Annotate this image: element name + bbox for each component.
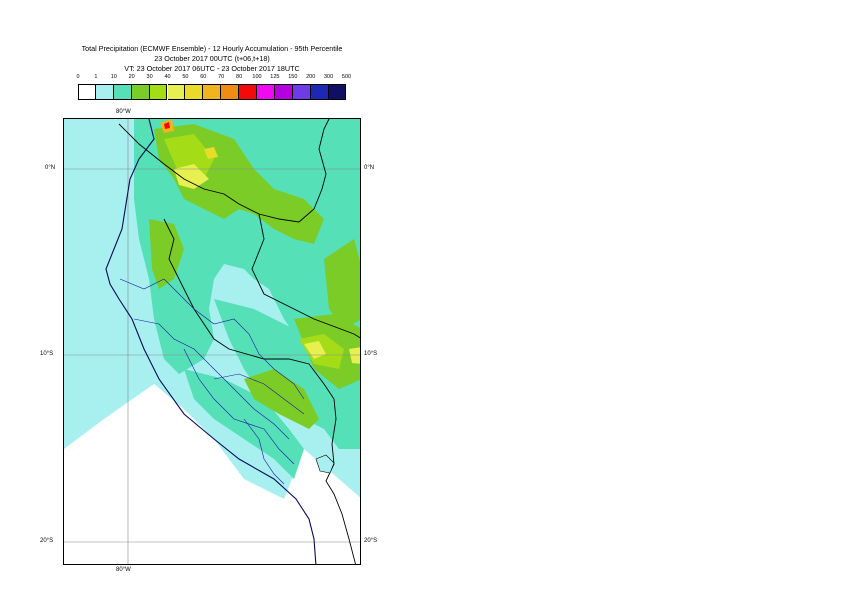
very-heavy-rain-1	[164, 134, 214, 179]
legend-threshold-label: 125	[270, 74, 280, 80]
border-amazon	[251, 213, 360, 339]
chart-title: Total Precipitation (ECMWF Ensemble) - 1…	[81, 44, 343, 53]
lat-label-right-20s: 20°S	[364, 538, 378, 544]
legend-color-swatch	[221, 84, 240, 100]
lat-label-right-0n: 0°N	[364, 165, 375, 171]
department-border-1	[119, 278, 305, 400]
border-colombia-ecuador	[118, 119, 330, 223]
legend-threshold-label: 0	[76, 74, 80, 80]
legend-color-swatch	[149, 84, 168, 100]
lat-label-right-10s: 10°S	[364, 351, 378, 357]
peak-rain-cell	[164, 122, 170, 129]
department-border-2	[133, 318, 290, 440]
moderate-rain-andes	[184, 369, 304, 479]
legend-threshold-label: 30	[146, 74, 153, 80]
coastline	[105, 119, 317, 564]
legend-color-swatch	[257, 84, 275, 100]
legend-threshold-label: 60	[200, 74, 207, 80]
intense-rain-1	[174, 164, 209, 189]
lon-label-top: 80°W	[116, 109, 131, 115]
legend-threshold-label: 300	[324, 74, 334, 80]
legend-threshold-label: 20	[128, 74, 135, 80]
lake-titicaca	[315, 454, 335, 474]
legend-threshold-label: 70	[218, 74, 225, 80]
lat-label-left-20s: 20°S	[40, 538, 54, 544]
legend-threshold-label: 150	[288, 74, 298, 80]
legend-threshold-label: 500	[341, 74, 352, 80]
legend-color-swatch	[274, 84, 293, 100]
chart-subtitle-valid-time: VT: 23 October 2017 06UTC - 23 October 2…	[124, 64, 300, 73]
chart-subtitle-base-time: 23 October 2017 00UTC (t+06,t+18)	[154, 54, 270, 63]
lat-label-left-10s: 10°S	[40, 351, 54, 357]
legend-color-swatch	[167, 84, 186, 100]
legend-threshold-label: 200	[306, 74, 316, 80]
legend-color-swatch	[95, 84, 114, 100]
legend-color-swatch	[310, 84, 329, 100]
legend-threshold-label: 100	[252, 74, 262, 80]
department-border-3	[183, 348, 295, 465]
legend-color-swatch	[185, 84, 204, 100]
precipitation-map	[64, 119, 360, 564]
intense-rain-3	[349, 347, 360, 364]
intense-rain-4	[204, 147, 218, 159]
legend-threshold-label: 80	[236, 74, 243, 80]
legend-color-swatch	[239, 84, 257, 100]
heavy-rain-south	[244, 369, 319, 429]
border-peru-brazil-bolivia	[163, 218, 356, 564]
legend-color-swatch	[131, 84, 150, 100]
heavy-rain-east	[324, 239, 360, 329]
legend-color-swatch	[78, 84, 96, 100]
color-legend: 0 1 10 20 30 40 50 60 70 80 100 125 150 200 300 500	[76, 74, 352, 104]
legend-color-swatch	[113, 84, 132, 100]
legend-threshold-label: 1	[94, 74, 98, 80]
department-border-5	[243, 418, 285, 485]
map-panel	[63, 118, 361, 565]
legend-threshold-label: 10	[110, 74, 117, 80]
department-border-4	[213, 373, 305, 415]
lat-label-left-0n: 0°N	[45, 165, 56, 171]
legend-color-swatch	[328, 84, 347, 100]
dry-area-south	[64, 384, 360, 564]
legend-threshold-label: 40	[164, 74, 171, 80]
legend-threshold-label: 50	[182, 74, 189, 80]
intense-rain-2	[304, 341, 326, 359]
lon-label-bottom: 80°W	[116, 567, 131, 573]
legend-color-swatch	[292, 84, 311, 100]
legend-color-swatch	[203, 84, 222, 100]
